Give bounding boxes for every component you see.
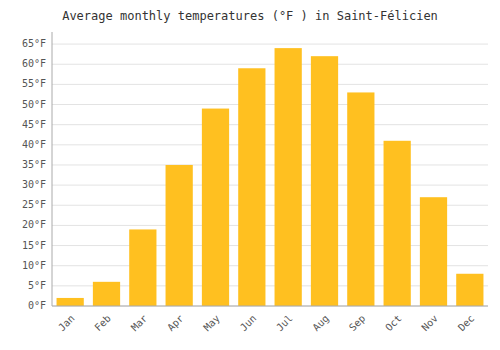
x-tick-label: Sep (347, 313, 368, 334)
bar (456, 274, 483, 306)
grid-line (52, 144, 488, 145)
x-tick-label: Apr (165, 313, 186, 334)
x-tick-label: Feb (92, 313, 113, 334)
bar (347, 92, 374, 306)
y-tick-label: 50°F (22, 99, 46, 110)
bar (57, 298, 84, 306)
grid-line (52, 44, 488, 45)
y-axis-line (52, 32, 53, 306)
grid-line (52, 164, 488, 165)
background (0, 0, 500, 350)
x-tick-label: Mar (129, 313, 150, 334)
x-axis-line (52, 306, 488, 307)
bar (384, 141, 411, 306)
chart-container: 0°F 5°F 10°F 15°F 20°F 25°F 30°F 35°F 40°F 45°F 50… (0, 0, 500, 350)
x-axis: Jan Feb Mar Apr May Jun Jul Aug Sep Oct Nov Dec (56, 313, 476, 334)
x-tick-label: Aug (310, 313, 331, 334)
bars (57, 48, 484, 306)
x-tick-label: Oct (383, 313, 404, 334)
y-tick-label: 10°F (22, 260, 46, 271)
x-tick-label: Nov (419, 313, 440, 334)
y-tick-label: 0°F (28, 300, 46, 311)
x-tick-label: May (201, 313, 222, 334)
y-tick-label: 55°F (22, 78, 46, 89)
bar (420, 197, 447, 306)
x-tick-label: Jan (56, 313, 77, 334)
grid-line (52, 84, 488, 85)
y-tick-label: 5°F (28, 280, 46, 291)
y-tick-label: 65°F (22, 38, 46, 49)
y-tick-label: 25°F (22, 199, 46, 210)
y-tick-label: 30°F (22, 179, 46, 190)
bar (275, 48, 302, 306)
grid (52, 44, 488, 306)
chart: 0°F 5°F 10°F 15°F 20°F 25°F 30°F 35°F 40°F 45°F 50… (0, 0, 500, 350)
bar (166, 165, 193, 306)
y-tick-label: 40°F (22, 139, 46, 150)
y-tick-label: 15°F (22, 240, 46, 251)
x-tick-label: Jun (238, 313, 259, 334)
grid-line (52, 124, 488, 125)
grid-line (52, 306, 488, 307)
bar (202, 109, 229, 306)
grid-line (52, 185, 488, 186)
bar (129, 229, 156, 306)
x-tick-label: Dec (456, 313, 477, 334)
grid-line (52, 64, 488, 65)
y-tick-label: 35°F (22, 159, 46, 170)
y-tick-label: 60°F (22, 58, 46, 69)
y-tick-label: 20°F (22, 219, 46, 230)
bar (238, 68, 265, 306)
title: Average monthly temperatures (°F ) in Sa… (62, 9, 438, 23)
y-axis: 0°F 5°F 10°F 15°F 20°F 25°F 30°F 35°F 40°F 45°F 50… (22, 38, 46, 311)
bar (311, 56, 338, 306)
grid-line (52, 104, 488, 105)
x-tick-label: Jul (274, 313, 295, 334)
bar (93, 282, 120, 306)
y-tick-label: 45°F (22, 119, 46, 130)
